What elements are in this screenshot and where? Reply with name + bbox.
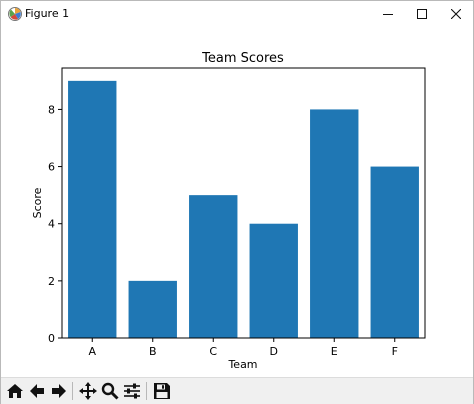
chart-title: Team Scores [201, 51, 284, 66]
bar-D [249, 223, 298, 338]
y-tick-label: 2 [48, 275, 55, 288]
y-axis-label: Score [31, 187, 44, 218]
forward-arrow-icon [52, 384, 66, 398]
window-title: Figure 1 [25, 7, 70, 20]
x-tick-label-A: A [88, 345, 96, 358]
configure-subplots-button[interactable] [122, 380, 142, 402]
bar-B [128, 280, 177, 338]
pan-icon [79, 382, 97, 400]
bar-E [310, 109, 359, 338]
bar-F [370, 166, 419, 338]
minimize-button[interactable] [371, 1, 405, 27]
figure-canvas[interactable]: 0 2 4 6 8 A B C D E F Team Scores Team Score [1, 27, 473, 377]
home-button[interactable] [5, 380, 25, 402]
back-arrow-icon [30, 384, 44, 398]
configure-subplots-icon [124, 383, 140, 399]
x-axis-label: Team [227, 358, 257, 371]
title-bar: Figure 1 [1, 1, 473, 27]
y-tick-label: 6 [48, 161, 55, 174]
zoom-button[interactable] [100, 380, 120, 402]
toolbar-separator [146, 382, 147, 400]
y-tick-label: 0 [48, 332, 55, 345]
bar-C [189, 195, 238, 338]
axes-frame [61, 67, 426, 339]
forward-button[interactable] [49, 380, 69, 402]
bar-chart: 0 2 4 6 8 A B C D E F Team Scores Team Score [31, 51, 426, 371]
maximize-button[interactable] [405, 1, 439, 27]
toolbar-separator [72, 382, 73, 400]
bar-A [68, 80, 117, 338]
close-icon [451, 9, 461, 19]
zoom-icon [101, 382, 119, 400]
y-tick-label: 4 [48, 218, 55, 231]
maximize-icon [417, 9, 427, 19]
back-button[interactable] [27, 380, 47, 402]
save-icon [154, 383, 170, 399]
home-icon [7, 384, 23, 398]
matplotlib-logo-icon [7, 6, 23, 22]
x-tick-label-C: C [209, 345, 217, 358]
save-button[interactable] [152, 380, 172, 402]
x-tick-label-F: F [392, 345, 398, 358]
x-tick-label-D: D [270, 345, 278, 358]
x-tick-label-E: E [331, 345, 338, 358]
minimize-icon [383, 14, 393, 15]
close-button[interactable] [439, 1, 473, 27]
navigation-toolbar [1, 377, 473, 404]
pan-button[interactable] [78, 380, 98, 402]
x-tick-label-B: B [149, 345, 157, 358]
y-tick-label: 8 [48, 103, 55, 116]
